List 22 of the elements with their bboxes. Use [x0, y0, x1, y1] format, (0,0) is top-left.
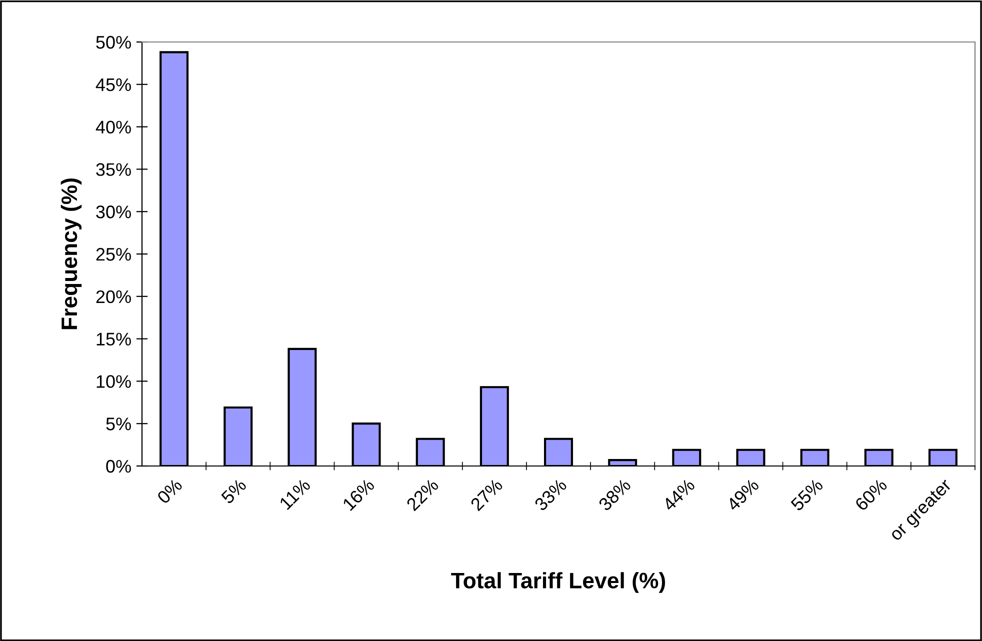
y-tick-label: 20% [96, 290, 131, 304]
y-tick-label: 0% [106, 460, 131, 473]
y-tick-label: 45% [96, 78, 131, 92]
y-axis-title: Frequency (%) [60, 178, 82, 330]
x-tick-label: 0% [156, 478, 183, 504]
y-tick-label: 15% [96, 332, 131, 346]
y-tick-label: 10% [96, 375, 131, 388]
x-tick-label: 60% [854, 478, 888, 512]
y-tick-label: 25% [96, 248, 131, 261]
x-tick-label: 11% [278, 478, 312, 510]
y-tick-label: 50% [96, 36, 131, 49]
x-tick-label: 44% [662, 478, 696, 512]
x-axis-title: Total Tariff Level (%) [451, 572, 666, 593]
y-tick-label: 5% [106, 418, 131, 430]
y-tick-label: 35% [96, 163, 131, 176]
x-tick-label: 38% [598, 478, 632, 512]
y-tick-label: 40% [96, 120, 131, 134]
y-tick-label: 30% [96, 206, 131, 218]
x-tick-label: 49% [726, 478, 760, 512]
x-tick-label: 5% [220, 478, 248, 504]
x-tick-label: 55% [790, 478, 824, 512]
x-tick-label: 33% [534, 478, 568, 512]
